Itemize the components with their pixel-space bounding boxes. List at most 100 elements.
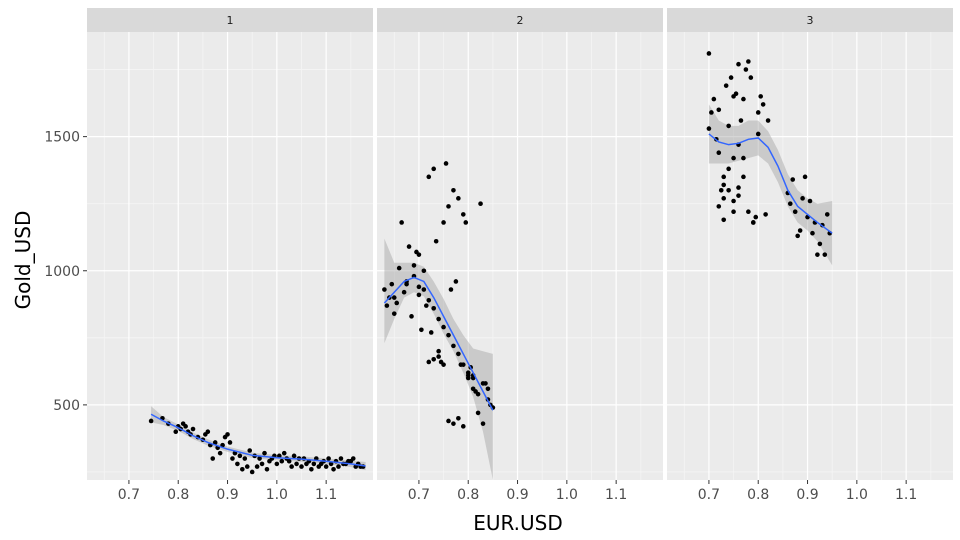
data-point [453, 279, 459, 284]
data-point [760, 102, 766, 107]
data-point [421, 268, 427, 274]
data-point [309, 466, 314, 472]
data-point [460, 424, 466, 429]
data-point [800, 196, 805, 201]
data-point [244, 464, 250, 469]
data-point [731, 155, 736, 161]
data-point [389, 281, 395, 287]
data-point [817, 241, 823, 247]
data-point [173, 429, 179, 435]
panels-layer: 1 2 3 [87, 8, 953, 480]
data-point [433, 238, 439, 244]
data-point [409, 314, 414, 319]
data-point [416, 252, 422, 257]
facet-strip [667, 8, 953, 32]
data-point [419, 327, 424, 333]
panel-background [87, 32, 373, 480]
data-point [465, 375, 471, 381]
facet-strip [87, 8, 373, 32]
data-point [753, 214, 759, 220]
data-point [755, 110, 761, 115]
x-tick-label: 0.7 [118, 487, 140, 503]
data-point [299, 464, 304, 469]
data-point [254, 464, 260, 469]
data-point [763, 212, 768, 217]
data-point [470, 375, 476, 381]
smooth-line [383, 276, 494, 411]
facet-strip-label: 3 [807, 14, 814, 27]
data-point [289, 464, 294, 469]
data-point [264, 466, 270, 472]
facet-panel-3: 3 [667, 8, 953, 480]
data-point [428, 330, 434, 335]
x-tick-label: 0.8 [457, 487, 479, 503]
data-point [478, 201, 483, 206]
data-point [281, 450, 287, 456]
data-point [247, 448, 253, 453]
x-tick-label: 1.0 [266, 487, 288, 503]
data-point [441, 362, 446, 367]
data-point [755, 131, 761, 137]
data-point [431, 306, 437, 311]
data-point [217, 450, 223, 456]
data-point [391, 295, 397, 300]
data-point [721, 217, 727, 223]
data-point [758, 94, 763, 99]
x-tick-label: 0.8 [747, 487, 769, 503]
data-point [797, 228, 803, 233]
data-point [456, 196, 461, 201]
data-point [436, 348, 441, 354]
data-point [463, 220, 469, 225]
data-point [416, 284, 422, 290]
data-point [328, 461, 334, 467]
data-point [205, 429, 211, 435]
data-point [424, 303, 429, 308]
x-tick-label: 0.7 [408, 487, 430, 503]
x-tick-label: 1.1 [315, 487, 337, 503]
data-point [802, 174, 808, 180]
data-point [257, 456, 262, 461]
smooth-line [150, 413, 366, 467]
data-point [765, 118, 771, 123]
data-point [824, 212, 830, 217]
facet-strip-label: 2 [517, 14, 524, 27]
data-point [237, 453, 243, 459]
data-point [262, 450, 267, 456]
data-point [726, 123, 731, 129]
data-point [743, 67, 749, 72]
data-point [731, 94, 736, 99]
data-point [731, 198, 736, 204]
data-point [485, 386, 491, 392]
data-point [396, 265, 402, 271]
data-point [416, 292, 422, 298]
data-point [716, 204, 722, 209]
x-tick-label: 0.7 [698, 487, 720, 503]
data-point [382, 287, 387, 292]
data-point [336, 464, 341, 469]
data-point [706, 51, 712, 56]
data-point [227, 440, 233, 445]
data-point [240, 466, 245, 472]
data-point [736, 61, 741, 67]
data-point [148, 418, 154, 424]
data-point [436, 316, 441, 322]
data-point [441, 220, 446, 225]
data-point [787, 201, 793, 206]
data-point [446, 204, 451, 209]
data-point [795, 233, 800, 239]
data-point [721, 182, 727, 188]
data-point [746, 209, 751, 215]
x-axis-title: EUR.USD [473, 511, 563, 535]
data-point [242, 456, 248, 461]
data-point [446, 418, 451, 424]
data-point [815, 252, 820, 257]
data-point [426, 174, 432, 180]
data-point [709, 110, 714, 115]
data-point [790, 177, 796, 182]
data-point [431, 166, 437, 172]
y-tick-label: 1000 [44, 264, 80, 280]
data-point [460, 362, 466, 367]
data-point [311, 461, 317, 467]
data-point [399, 220, 404, 225]
data-point [426, 359, 432, 365]
